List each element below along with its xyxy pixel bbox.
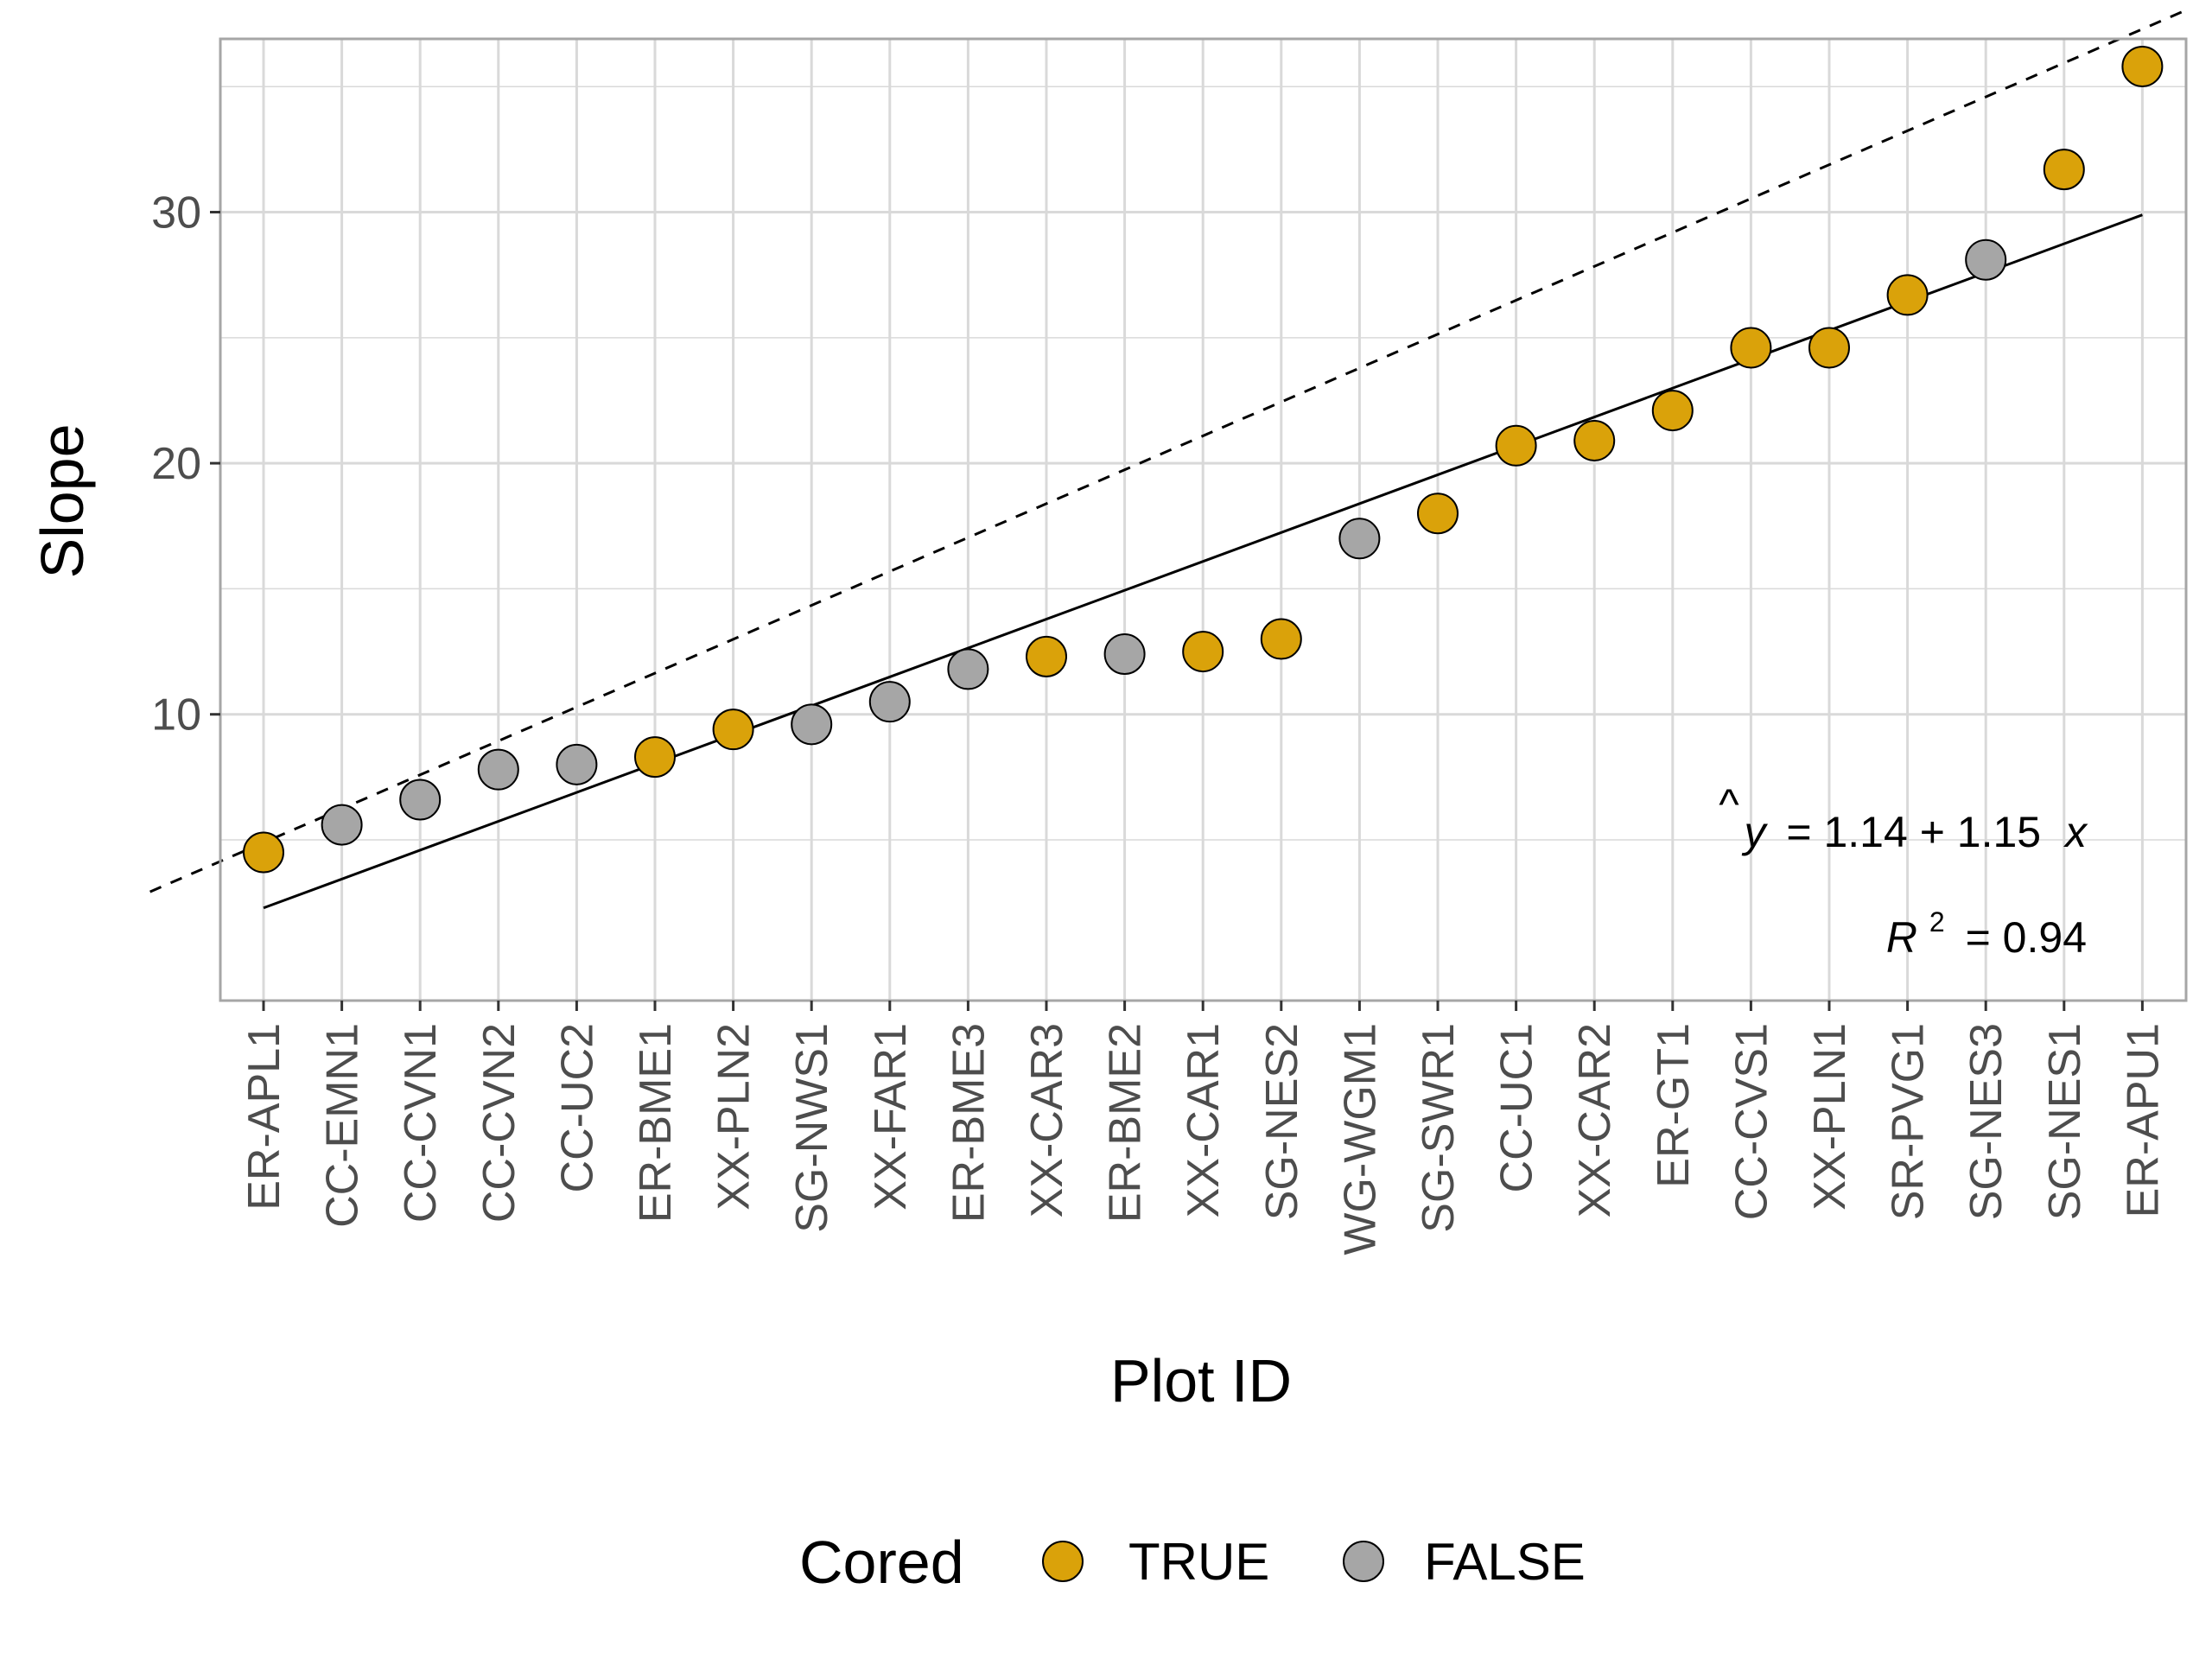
data-point xyxy=(1886,274,1929,316)
x-tick-label: XX-PLN2 xyxy=(709,1023,760,1211)
data-point xyxy=(399,779,442,821)
legend-label-false: FALSE xyxy=(1424,1533,1586,1591)
x-tick-label: CC-EMN1 xyxy=(318,1023,368,1228)
data-point xyxy=(1495,424,1537,467)
x-tick-label: SG-SWR1 xyxy=(1414,1023,1464,1233)
data-point xyxy=(791,703,833,746)
legend-key-true xyxy=(1042,1541,1084,1582)
r2-exponent: 2 xyxy=(1929,906,1945,938)
x-tick-label: XX-CAR1 xyxy=(1179,1023,1229,1217)
data-point xyxy=(1808,327,1850,369)
data-point xyxy=(1417,493,1459,535)
equation-lhs: y xyxy=(1741,808,1768,856)
data-point xyxy=(868,681,911,723)
data-point xyxy=(556,743,598,785)
data-point xyxy=(1965,238,2007,281)
x-tick-label: SG-NES2 xyxy=(1257,1023,1307,1220)
data-point xyxy=(2043,149,2085,191)
x-tick-label: ER-BME2 xyxy=(1101,1023,1151,1223)
data-point xyxy=(321,804,363,846)
legend: Cored TRUE FALSE xyxy=(799,1529,1586,1596)
data-point xyxy=(1260,618,1302,660)
x-tick-label: ER-APL1 xyxy=(239,1023,289,1211)
x-tick-label: CC-UC1 xyxy=(1492,1023,1542,1192)
x-tick-label: ER-APU1 xyxy=(2118,1023,2168,1217)
x-tick-label: SG-NES1 xyxy=(2040,1023,2090,1220)
data-points xyxy=(243,45,2164,874)
x-tick-label: CC-CVN2 xyxy=(474,1023,524,1223)
data-point xyxy=(634,736,676,779)
legend-key-false xyxy=(1343,1541,1384,1582)
x-tick-label: ER-BME1 xyxy=(631,1023,681,1223)
reference-line xyxy=(149,10,2183,893)
y-tick-label: 20 xyxy=(151,439,201,489)
svg-text:y = 1.14 + 1.15: y = 1.14 + 1.15 x xyxy=(1741,808,2088,856)
data-point xyxy=(1182,631,1224,673)
x-tick-label: SG-NWS1 xyxy=(787,1023,837,1233)
x-tick-label: SR-PVG1 xyxy=(1884,1023,1934,1220)
data-point xyxy=(2121,45,2164,87)
x-tick-label: XX-PLN1 xyxy=(1805,1023,1855,1211)
data-point xyxy=(1026,635,1067,677)
data-point xyxy=(712,709,754,751)
x-tick-label: ER-GT1 xyxy=(1649,1023,1699,1188)
x-tick-label: WG-WGM1 xyxy=(1335,1023,1385,1255)
legend-title: Cored xyxy=(799,1529,964,1596)
x-axis: ER-APL1 CC-EMN1 CC-CVN1 CC-CVN2 CC-UC2 ER-BME… xyxy=(239,1001,2168,1255)
x-tick-label: CC-CVN1 xyxy=(396,1023,446,1223)
y-tick-label: 30 xyxy=(151,188,201,238)
hat-accent: ^ xyxy=(1719,780,1739,829)
data-point xyxy=(1730,327,1772,369)
y-tick-label: 10 xyxy=(151,690,201,741)
y-axis-title: Slope xyxy=(29,423,96,578)
x-tick-label: CC-UC2 xyxy=(552,1023,602,1192)
data-point xyxy=(477,748,519,791)
y-axis: 10 20 30 xyxy=(151,188,220,741)
x-tick-label: XX-CAR3 xyxy=(1022,1023,1072,1217)
data-point xyxy=(1338,518,1381,560)
r2-value: = 0.94 xyxy=(1966,913,2087,962)
x-tick-label: SG-NES3 xyxy=(1961,1023,2012,1220)
x-tick-label: XX-FAR1 xyxy=(866,1023,916,1211)
equation-annotation: y = 1.14 + 1.15 x ^ R 2 = 0.94 xyxy=(1719,780,2088,962)
equation-var: x xyxy=(2063,808,2088,856)
x-tick-label: ER-BME3 xyxy=(944,1023,994,1223)
data-point xyxy=(1651,390,1694,432)
equation-rhs: = 1.14 + 1.15 xyxy=(1786,808,2041,856)
data-point xyxy=(947,648,989,690)
x-tick-label: XX-CAR2 xyxy=(1570,1023,1620,1217)
legend-label-true: TRUE xyxy=(1128,1533,1269,1591)
data-point xyxy=(1573,419,1616,461)
x-axis-title: Plot ID xyxy=(1110,1347,1292,1414)
data-point xyxy=(1103,632,1146,675)
svg-text:R 2 = 0.94: R 2 = 0.94 xyxy=(1886,893,2087,962)
r2-label: R xyxy=(1886,913,1917,962)
data-point xyxy=(243,831,284,874)
x-tick-label: CC-CVS1 xyxy=(1726,1023,1777,1220)
